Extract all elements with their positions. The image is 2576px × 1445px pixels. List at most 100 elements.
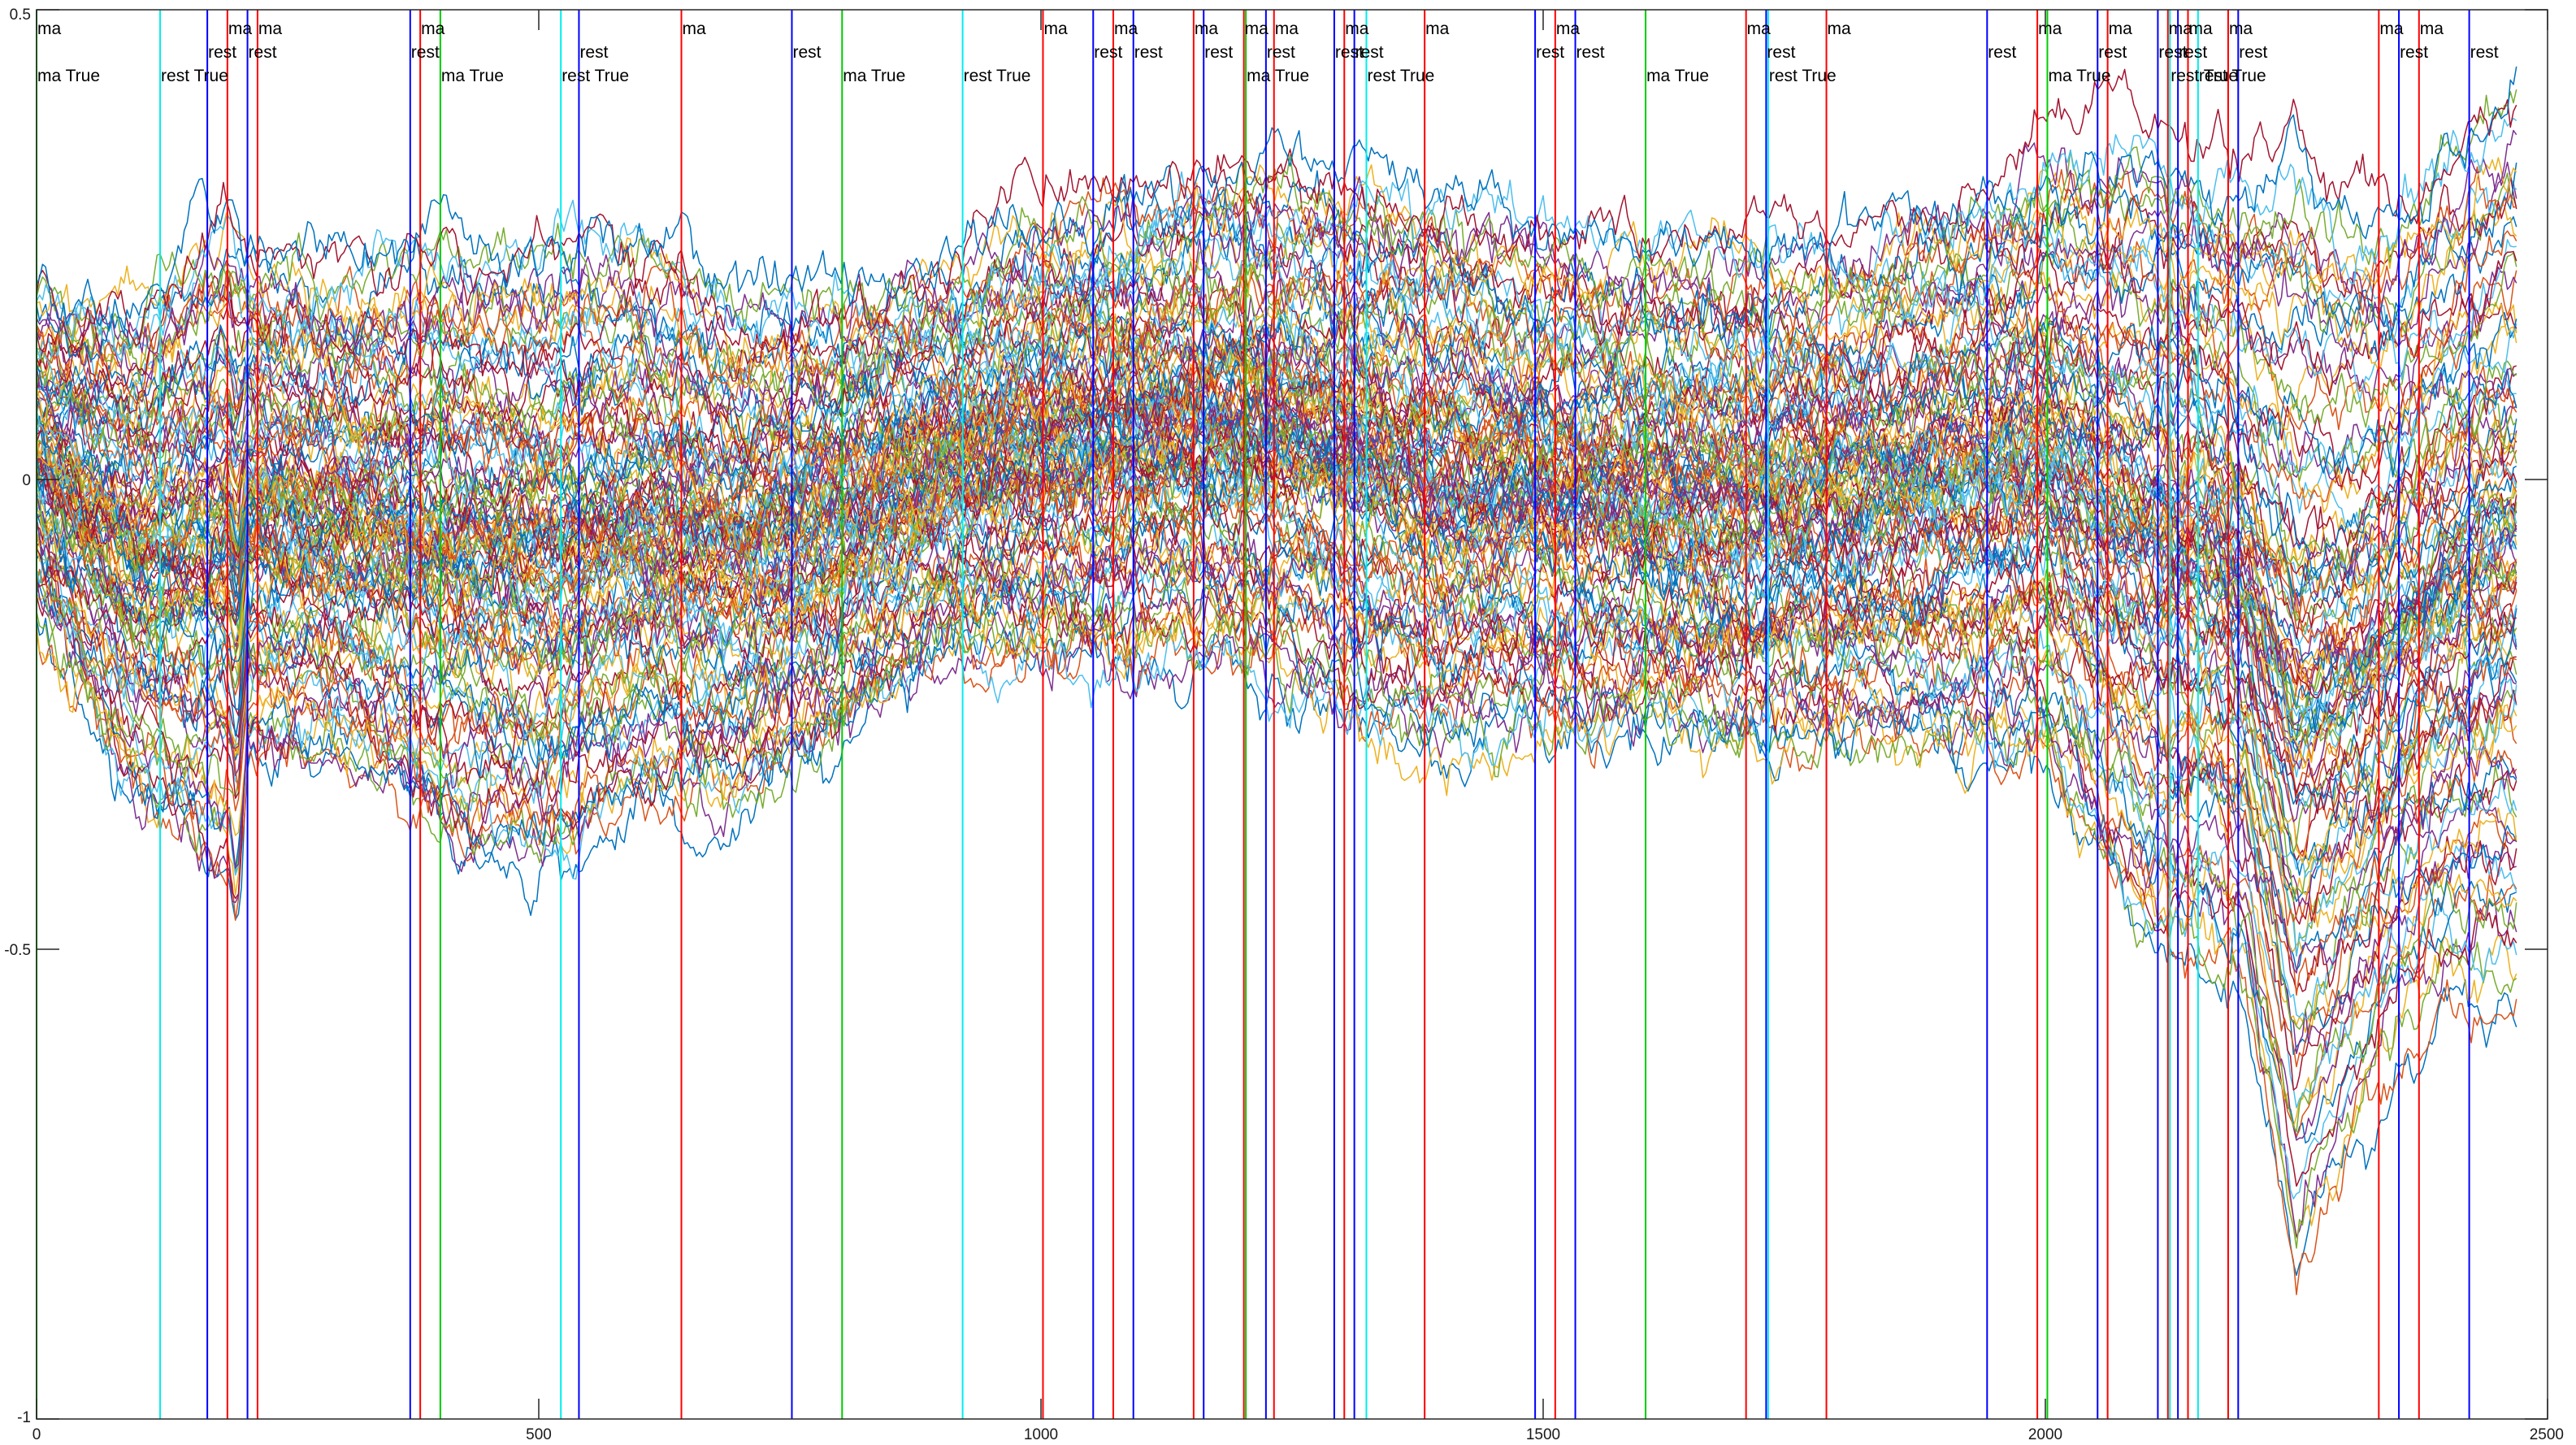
signal-trace — [36, 525, 2517, 1068]
signal-trace — [36, 284, 2517, 482]
event-marker-label: rest — [2158, 43, 2187, 62]
signal-trace — [36, 372, 2517, 646]
signal-trace — [36, 280, 2517, 514]
signal-trace — [36, 174, 2517, 384]
event-marker-label: rest — [1204, 43, 1233, 62]
event-marker-label: ma — [2420, 20, 2444, 38]
signal-trace — [36, 422, 2517, 853]
signal-trace — [36, 319, 2517, 548]
plot-frame — [36, 9, 2548, 1420]
y-tick-label: 0 — [22, 472, 31, 489]
event-marker-label: ma — [2169, 20, 2192, 38]
signal-trace — [36, 411, 2517, 796]
event-marker-label: ma — [2189, 20, 2213, 38]
event-marker-label: rest True — [161, 67, 228, 85]
event-marker-label: ma — [1345, 20, 1368, 38]
signal-trace — [36, 195, 2517, 459]
event-marker-label: rest — [2239, 43, 2267, 62]
signal-trace — [36, 391, 2517, 739]
event-marker-label: rest True — [2171, 67, 2238, 85]
signal-trace — [36, 452, 2517, 926]
signal-trace — [36, 295, 2517, 488]
signal-trace — [36, 451, 2517, 925]
event-marker-label: ma — [2109, 20, 2132, 38]
event-marker-label: ma — [421, 20, 445, 38]
event-marker-label: ma True — [1646, 67, 1709, 85]
event-marker-label: ma — [1195, 20, 1218, 38]
event-marker-label: ma True — [441, 67, 504, 85]
y-tick-label: 0.5 — [10, 7, 31, 24]
signal-trace — [36, 523, 2517, 1034]
event-marker-label: rest — [1988, 43, 2016, 62]
signal-trace — [36, 206, 2517, 418]
signal-trace — [36, 312, 2517, 529]
signal-trace — [36, 333, 2517, 612]
event-marker-label: rest True — [1367, 67, 1434, 85]
signal-trace — [36, 161, 2517, 426]
signal-trace — [36, 157, 2517, 372]
event-marker-label: ma — [2379, 20, 2403, 38]
event-marker-label: rest — [1094, 43, 1122, 62]
event-marker-label: ma — [1245, 20, 1268, 38]
event-marker-label: rest — [1267, 43, 1295, 62]
event-marker-label: rest True — [1769, 67, 1837, 85]
event-marker-label: rest — [792, 43, 821, 62]
event-marker-label: ma — [1828, 20, 1851, 38]
signal-trace — [36, 485, 2517, 1020]
event-marker-label: ma — [1043, 20, 1067, 38]
event-marker-label: rest — [1134, 43, 1163, 62]
event-marker-label: rest — [1767, 43, 1795, 62]
event-marker-label: rest — [1335, 43, 1364, 62]
event-marker-label: ma True — [843, 67, 905, 85]
event-marker-label: rest — [579, 43, 608, 62]
signal-trace — [36, 565, 2517, 1137]
signal-trace — [36, 129, 2517, 360]
signal-trace — [36, 538, 2517, 1091]
signal-trace — [36, 595, 2517, 1249]
event-marker-label: ma True — [37, 67, 100, 85]
event-marker-label: rest — [1355, 43, 1384, 62]
event-marker-label: ma — [1747, 20, 1771, 38]
signal-trace — [36, 473, 2517, 996]
event-marker-label: ma — [1556, 20, 1580, 38]
event-marker-label: ma — [2229, 20, 2253, 38]
signal-trace — [36, 89, 2517, 357]
y-tick-label: -1 — [17, 1409, 31, 1426]
event-marker-label: rest True — [964, 67, 1031, 85]
event-marker-label: rest — [1576, 43, 1605, 62]
x-tick-label: 500 — [526, 1426, 552, 1443]
x-tick-label: 0 — [33, 1426, 41, 1443]
signal-trace — [36, 371, 2517, 730]
event-marker-label: rest — [2098, 43, 2127, 62]
signal-trace — [36, 558, 2517, 1141]
signal-trace — [36, 367, 2517, 691]
event-marker-label: rest — [2470, 43, 2499, 62]
y-axis: -1 -0.5 0 0.5 — [4, 7, 2548, 1426]
signal-trace — [36, 327, 2517, 663]
event-marker-label: ma — [2038, 20, 2062, 38]
event-marker-label: ma — [1275, 20, 1299, 38]
event-marker-label: ma — [258, 20, 282, 38]
event-marker-label: ma — [1114, 20, 1138, 38]
event-marker-label: rest — [208, 43, 236, 62]
signal-trace — [36, 435, 2517, 876]
event-marker-label: ma True — [2048, 67, 2110, 85]
event-marker-label: rest — [2179, 43, 2207, 62]
event-marker-label: ma — [1425, 20, 1449, 38]
y-tick-label: -0.5 — [4, 942, 31, 959]
x-tick-label: 2500 — [2530, 1426, 2564, 1443]
signal-trace — [36, 66, 2517, 335]
signal-trace — [36, 302, 2517, 575]
event-marker-label: ma — [37, 20, 61, 38]
event-marker-label: rest — [2400, 43, 2428, 62]
x-tick-label: 1000 — [1024, 1426, 1058, 1443]
event-marker-label: rest True — [2199, 67, 2266, 85]
signal-traces — [36, 66, 2517, 1295]
event-marker-label: rest — [249, 43, 277, 62]
event-marker-label: ma — [683, 20, 706, 38]
signal-trace — [36, 508, 2517, 1031]
event-marker-label: ma True — [1247, 67, 1309, 85]
x-tick-label: 2000 — [2028, 1426, 2062, 1443]
